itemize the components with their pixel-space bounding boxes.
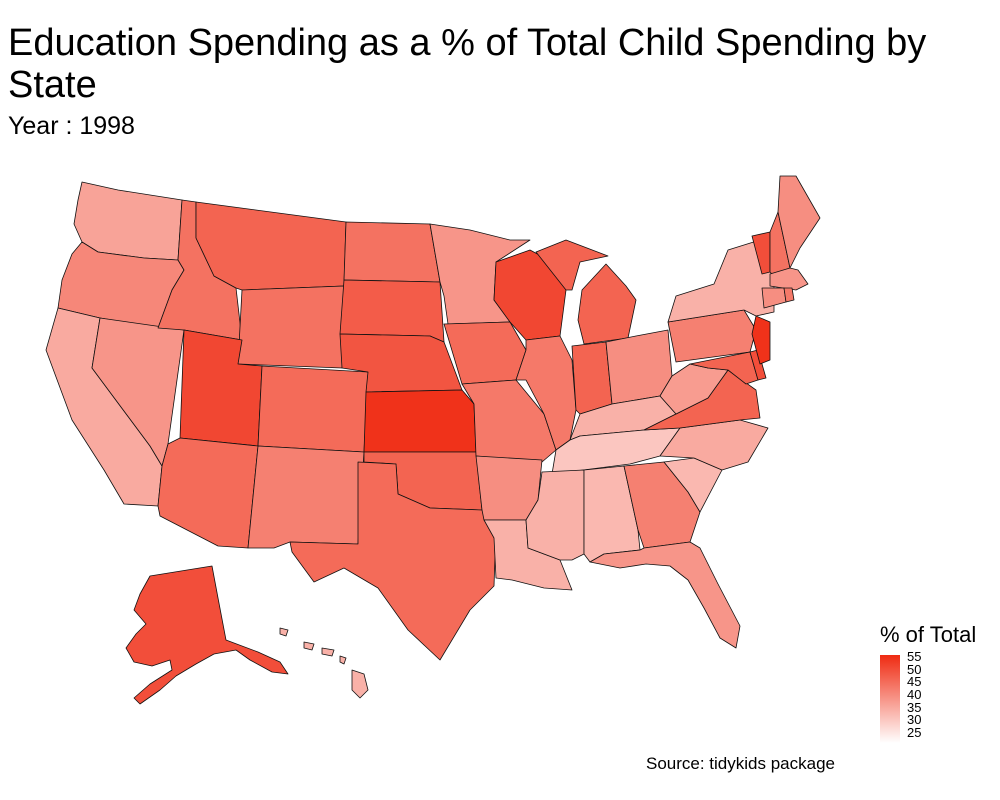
legend-tick: 45 [907, 674, 922, 690]
state-rhode-island [783, 287, 795, 303]
state-texas [289, 461, 497, 661]
state-massachusetts [769, 267, 809, 291]
legend-tick: 35 [907, 699, 922, 715]
state-florida [589, 541, 741, 649]
legend-colorbar [880, 655, 900, 743]
legend-tick: 40 [907, 687, 922, 703]
state-hawaii [279, 627, 369, 699]
state-south-carolina [663, 457, 723, 513]
state-north-dakota [343, 221, 441, 283]
legend-tick: 50 [907, 661, 922, 677]
state-kansas [363, 389, 477, 453]
state-south-dakota [339, 279, 445, 343]
state-alaska [125, 565, 289, 705]
legend-tick: 25 [907, 725, 922, 741]
state-missouri [461, 379, 557, 463]
map-title: Education Spending as a % of Total Child… [8, 22, 927, 106]
state-delaware [749, 349, 767, 381]
state-wyoming [237, 285, 345, 369]
legend-ticks: 55 50 45 40 35 30 25 [907, 649, 922, 741]
state-michigan [535, 239, 637, 345]
state-arizona [157, 437, 259, 549]
state-connecticut [761, 287, 787, 309]
legend-tick: 30 [907, 712, 922, 728]
source-caption: Source: tidykids package [646, 754, 835, 773]
state-new-mexico [247, 445, 365, 549]
legend-tick: 55 [907, 649, 922, 664]
map-subtitle: Year : 1998 [8, 112, 135, 140]
state-new-jersey [751, 315, 771, 365]
state-colorado [257, 365, 369, 453]
state-montana [195, 201, 347, 291]
legend-title: % of Total [880, 622, 977, 647]
state-indiana [571, 341, 613, 415]
